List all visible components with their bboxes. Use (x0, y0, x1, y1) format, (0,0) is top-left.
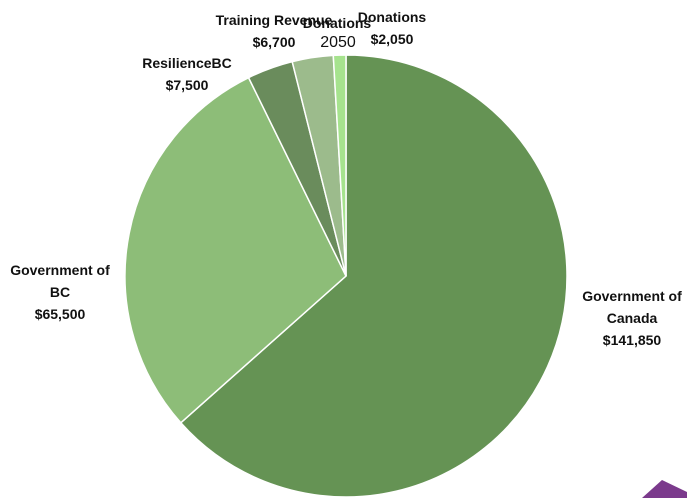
category-label: Donations (357, 9, 427, 25)
value-label: $7,500 (165, 77, 209, 93)
slice-label: Government of Canada $141,850 (575, 285, 687, 351)
annotation: 2050 (320, 34, 356, 51)
slice-label: ResilienceBC $7,500 (127, 52, 247, 96)
pie-slice (179, 54, 568, 498)
slice-label: Training Revenue $6,700 (194, 9, 354, 53)
value-label: $2,050 (370, 31, 414, 47)
value-label: $65,500 (34, 306, 86, 322)
pie-slice (332, 54, 347, 277)
decoration (642, 480, 687, 498)
value-label: $141,850 (602, 332, 662, 348)
slice-label: Government of BC $65,500 (3, 259, 118, 325)
annotation: Donations (302, 15, 372, 31)
category-label: ResilienceBC (142, 55, 232, 71)
category-label: Government of BC (10, 262, 110, 300)
category-label: Training Revenue (215, 12, 333, 28)
category-label: Government of Canada (582, 288, 682, 326)
slice-label: Donations $2,050 (342, 6, 442, 50)
value-label: $6,700 (252, 34, 296, 50)
